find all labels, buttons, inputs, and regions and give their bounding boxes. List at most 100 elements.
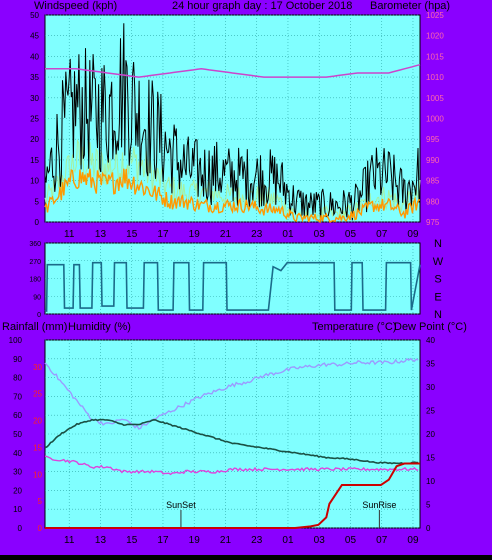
direction-ytick-270: 270	[29, 259, 41, 266]
temp-xtick-11: 11	[64, 535, 75, 546]
barometer-line	[45, 63, 421, 78]
temperature-ytick-25: 25	[426, 407, 435, 416]
barometer-ytick-1020: 1020	[426, 32, 444, 41]
humidity-ytick-70: 70	[13, 392, 22, 401]
wind-ytick-50: 50	[30, 11, 39, 20]
temperature-ytick-10: 10	[426, 477, 435, 486]
direction-ytick-180: 180	[29, 277, 41, 284]
temp-xtick-13: 13	[95, 535, 107, 546]
humidity-ytick-90: 90	[13, 355, 22, 364]
humidity-ytick-100: 100	[9, 336, 23, 345]
wind-xtick-13: 13	[95, 229, 107, 240]
wind-ytick-40: 40	[30, 52, 39, 61]
rainfall-line	[45, 462, 420, 529]
wind-ytick-20: 20	[30, 135, 39, 144]
wind-xtick-23: 23	[251, 229, 263, 240]
temperature-ytick-5: 5	[426, 501, 431, 510]
barometer-ytick-985: 985	[426, 177, 440, 186]
barometer-ytick-990: 990	[426, 156, 440, 165]
rainfall-ytick-20: 20	[33, 417, 42, 426]
humidity-ytick-50: 50	[13, 430, 22, 439]
barometer-ytick-980: 980	[426, 197, 440, 206]
rainfall-ytick-10: 10	[33, 470, 42, 479]
direction-compass-1: W	[433, 256, 444, 268]
wind-ytick-45: 45	[30, 32, 39, 41]
temperature-ytick-30: 30	[426, 383, 435, 392]
wind-xtick-05: 05	[345, 229, 357, 240]
temp-xtick-23: 23	[251, 535, 263, 546]
wind-xtick-01: 01	[282, 229, 294, 240]
wind-xtick-07: 07	[376, 229, 388, 240]
barometer-ytick-995: 995	[426, 135, 440, 144]
humidity-ytick-10: 10	[13, 505, 22, 514]
wind-ytick-15: 15	[30, 156, 39, 165]
humidity-line	[44, 357, 419, 430]
dewpoint-title: Dew Point (°C)	[394, 321, 467, 333]
humidity-ytick-20: 20	[13, 486, 22, 495]
temperature-ytick-40: 40	[426, 336, 435, 345]
temp-xtick-19: 19	[189, 535, 201, 546]
wind-title: Windspeed (kph)	[34, 0, 117, 12]
temp-xtick-15: 15	[126, 535, 138, 546]
direction-compass-3: E	[434, 291, 441, 303]
rainfall-ytick-0: 0	[38, 524, 43, 533]
barometer-ytick-1010: 1010	[426, 73, 444, 82]
direction-ytick-90: 90	[33, 294, 41, 301]
temp-xtick-09: 09	[407, 535, 419, 546]
wind-gust-line	[44, 23, 420, 222]
rainfall-ytick-30: 30	[33, 363, 42, 372]
barometer-ytick-1025: 1025	[426, 11, 444, 20]
wind-xtick-21: 21	[220, 229, 232, 240]
wind-xtick-11: 11	[64, 229, 75, 240]
dewpoint-line	[44, 455, 419, 476]
barometer-title: Barometer (hpa)	[370, 0, 450, 12]
humidity-title: Humidity (%)	[68, 321, 131, 333]
wind-ytick-0: 0	[35, 218, 40, 227]
direction-compass-2: S	[434, 274, 441, 286]
barometer-ytick-1005: 1005	[426, 94, 444, 103]
rainfall-ytick-25: 25	[33, 390, 42, 399]
humidity-ytick-0: 0	[18, 524, 23, 533]
temperature-ytick-15: 15	[426, 454, 435, 463]
charts-layer: 0510152025303540455097598098599099510001…	[9, 11, 445, 546]
annotation-label-sunset: SunSet	[166, 500, 196, 510]
annotation-label-sunrise: SunRise	[362, 500, 396, 510]
temp-xtick-05: 05	[345, 535, 357, 546]
humidity-ytick-40: 40	[13, 449, 22, 458]
temp-xtick-03: 03	[314, 535, 326, 546]
temperature-line	[44, 418, 419, 465]
temp-xtick-01: 01	[282, 535, 294, 546]
barometer-ytick-975: 975	[426, 218, 440, 227]
wind-ytick-35: 35	[30, 73, 39, 82]
direction-compass-4: N	[434, 309, 442, 321]
rainfall-ytick-5: 5	[38, 497, 43, 506]
rainfall-title: Rainfall (mm)	[2, 321, 67, 333]
temperature-ytick-20: 20	[426, 430, 435, 439]
temp-xtick-17: 17	[157, 535, 169, 546]
direction-ytick-360: 360	[29, 241, 41, 248]
direction-ytick-0: 0	[37, 312, 41, 319]
humidity-ytick-80: 80	[13, 374, 22, 383]
barometer-ytick-1000: 1000	[426, 115, 444, 124]
wind-ytick-30: 30	[30, 94, 39, 103]
rainfall-ytick-15: 15	[33, 443, 42, 452]
wind-direction-line	[44, 261, 421, 313]
graph-date-title: 24 hour graph day : 17 October 2018	[172, 0, 352, 12]
wind-ytick-25: 25	[30, 115, 39, 124]
temp-xtick-21: 21	[220, 535, 232, 546]
wind-xtick-19: 19	[189, 229, 201, 240]
barometer-ytick-1015: 1015	[426, 52, 444, 61]
wind-xtick-03: 03	[314, 229, 326, 240]
temperature-ytick-0: 0	[426, 524, 431, 533]
wind-ytick-5: 5	[35, 197, 40, 206]
wind-xtick-15: 15	[126, 229, 138, 240]
humidity-ytick-30: 30	[13, 468, 22, 477]
wind-xtick-17: 17	[157, 229, 169, 240]
wind-average-line	[44, 168, 420, 224]
wind-xtick-09: 09	[407, 229, 419, 240]
direction-compass-0: N	[434, 238, 442, 250]
humidity-ytick-60: 60	[13, 411, 22, 420]
temp-xtick-07: 07	[376, 535, 388, 546]
